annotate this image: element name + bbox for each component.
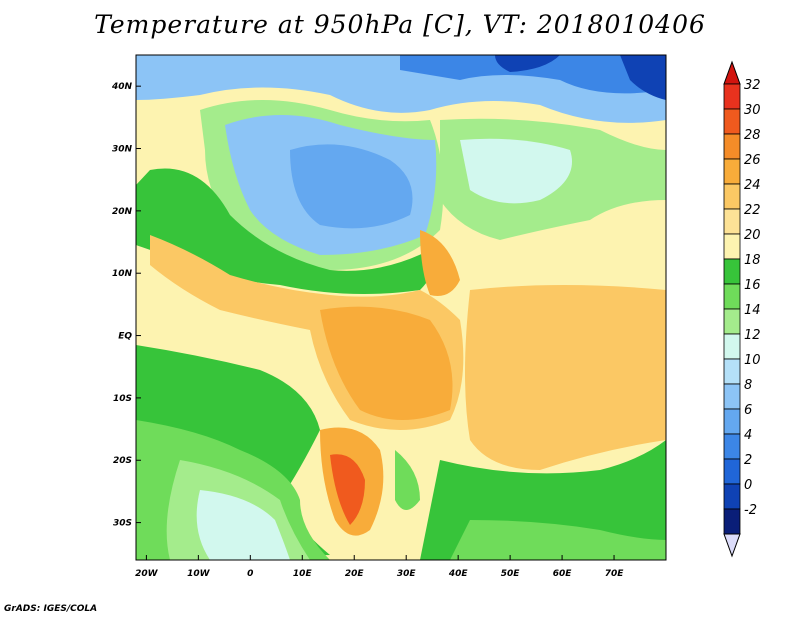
colorbar-segment (723, 283, 741, 310)
colorbar-segment (723, 108, 741, 135)
colorbar-segment (723, 158, 741, 185)
colorbar-label: 22 (744, 203, 761, 218)
lon-tick-label: 0 (247, 569, 253, 579)
lon-tick-label: 10W (187, 569, 211, 579)
lon-tick-label: 60E (553, 569, 573, 579)
lat-tick-label: 30S (113, 519, 132, 529)
colorbar-segment (723, 433, 741, 460)
colorbar-label: 8 (744, 378, 752, 393)
lon-tick-label: 20E (345, 569, 365, 579)
colorbar-segment (723, 333, 741, 360)
colorbar-segment (723, 208, 741, 235)
colorbar-segment (723, 258, 741, 285)
colorbar-label: 10 (744, 353, 761, 368)
lat-tick-label: 40N (111, 82, 133, 92)
colorbar-label: 30 (744, 103, 761, 118)
lat-tick-label: EQ (118, 332, 132, 342)
colorbar-label: 24 (744, 178, 761, 193)
latitude-axis: 40N 30N 20N 10N EQ 10S 20S 30S (111, 82, 141, 529)
colorbar-segment (723, 183, 741, 210)
colorbar-label: 12 (744, 328, 761, 343)
colorbar-bottom-arrow (723, 533, 741, 558)
map-title: Temperature at 950hPa [C], VT: 201801040… (94, 10, 706, 39)
lat-tick-label: 10N (112, 269, 133, 279)
lat-tick-label: 10S (113, 394, 132, 404)
colorbar-segment (723, 308, 741, 335)
colorbar-segment (723, 133, 741, 160)
colorbar-label: 26 (744, 153, 761, 168)
colorbar-segment (723, 458, 741, 485)
colorbar-segment (723, 508, 741, 535)
colorbar-label: 16 (744, 278, 761, 293)
temperature-field (136, 55, 666, 560)
colorbar-segment (723, 408, 741, 435)
colorbar-segment (723, 83, 741, 110)
colorbar-segment (723, 358, 741, 385)
lon-tick-label: 20W (135, 569, 159, 579)
credit-label: GrADS: IGES/COLA (4, 604, 98, 614)
colorbar-top-arrow (723, 60, 741, 85)
lon-tick-label: 40E (448, 569, 469, 579)
colorbar-label: 20 (744, 228, 761, 243)
map-frame (135, 54, 667, 561)
lat-tick-label: 20N (112, 207, 133, 217)
colorbar-label: 4 (744, 428, 752, 443)
colorbar-segment (723, 233, 741, 260)
colorbar-segment (723, 483, 741, 510)
colorbar-label: -2 (744, 503, 757, 518)
colorbar-label: 28 (744, 128, 761, 143)
lon-tick-label: 50E (501, 569, 521, 579)
lon-tick-label: 70E (605, 569, 625, 579)
colorbar-segment (723, 383, 741, 410)
lat-tick-label: 20S (113, 456, 132, 466)
colorbar-label: 18 (744, 253, 761, 268)
colorbar-label: 32 (744, 78, 761, 93)
colorbar-label: 0 (744, 478, 752, 493)
lon-tick-label: 10E (293, 569, 313, 579)
colorbar-label: 2 (744, 453, 752, 468)
longitude-axis: 20W 10W 0 10E 20E 30E 40E 50E 60E 70E (135, 555, 624, 579)
lat-tick-label: 30N (112, 145, 133, 155)
lon-tick-label: 30E (397, 569, 417, 579)
colorbar-label: 6 (744, 403, 752, 418)
colorbar-label: 14 (744, 303, 761, 318)
